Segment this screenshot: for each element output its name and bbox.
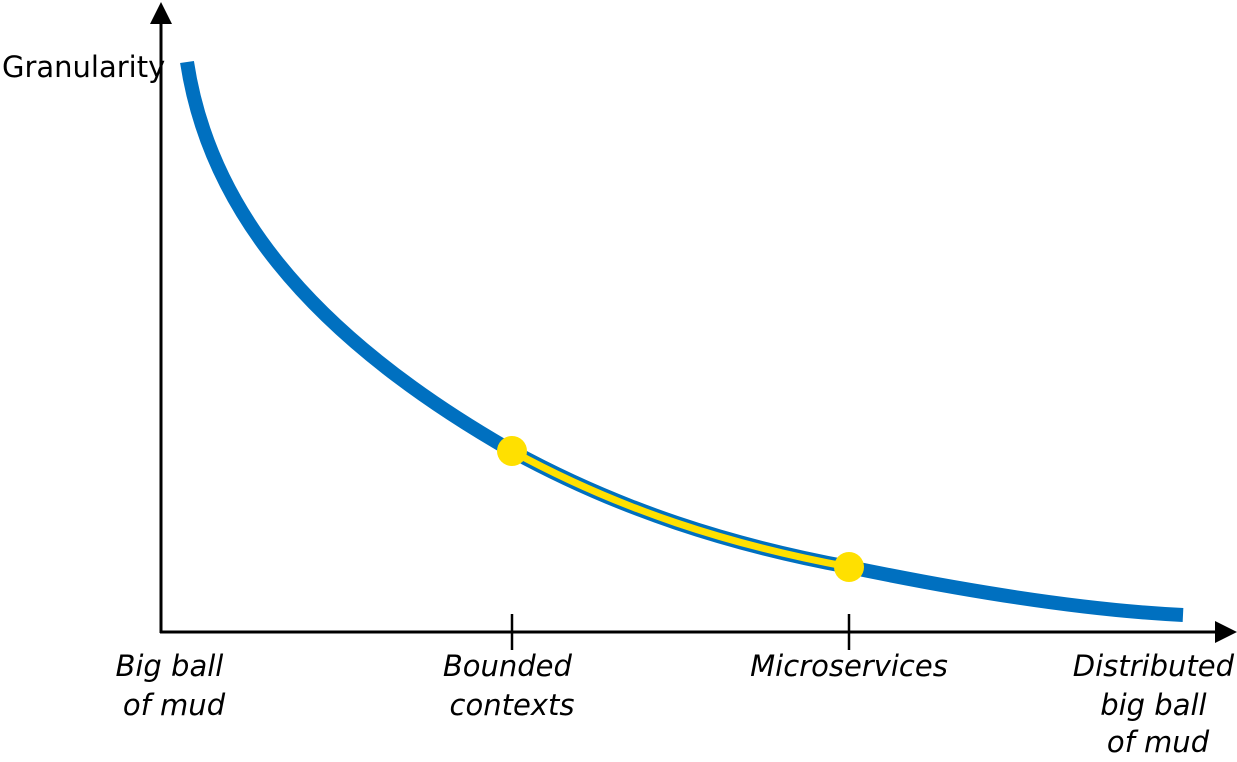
label-bounded-contexts: Bounded contexts [443, 649, 581, 722]
highlight-segment [510, 447, 850, 571]
label-distributed-big-ball-of-mud: Distributed big ball of mud [1073, 649, 1237, 759]
bounded-contexts-marker [497, 436, 527, 466]
label-microservices: Microservices [750, 649, 948, 683]
label-big-ball-of-mud: Big ball of mud [115, 649, 232, 722]
x-axis-arrow-icon [1215, 621, 1237, 643]
y-axis-label: Granularity [2, 50, 165, 84]
y-axis-arrow-icon [150, 2, 172, 24]
microservices-marker [834, 552, 864, 582]
